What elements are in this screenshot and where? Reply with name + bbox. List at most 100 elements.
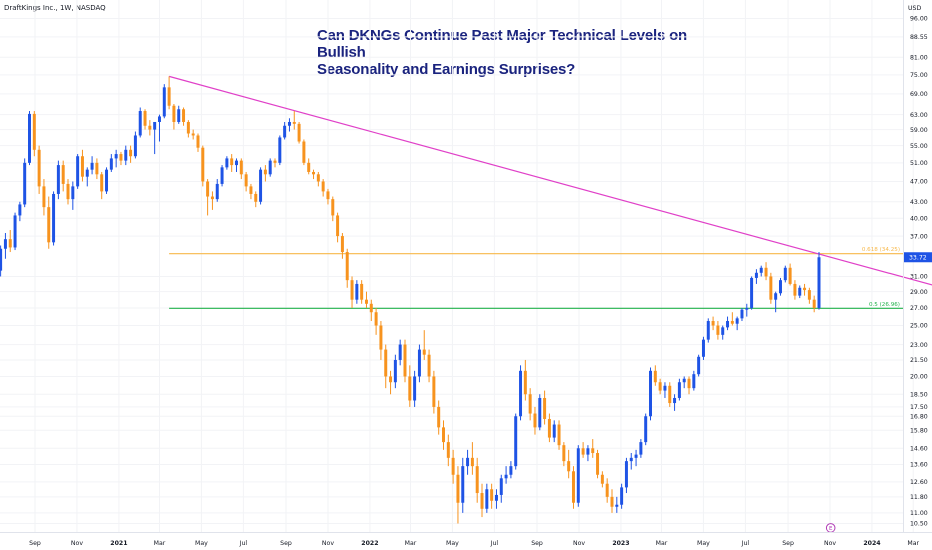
candle[interactable] <box>321 179 325 197</box>
candle[interactable] <box>634 449 638 467</box>
candle[interactable] <box>369 299 373 322</box>
candle[interactable] <box>697 354 701 377</box>
candle[interactable] <box>114 149 118 168</box>
candle[interactable] <box>13 212 17 251</box>
candle[interactable] <box>340 233 344 259</box>
candle[interactable] <box>485 483 489 513</box>
candle[interactable] <box>673 394 677 411</box>
candle[interactable] <box>66 179 70 205</box>
candle[interactable] <box>8 229 12 253</box>
candle[interactable] <box>798 285 802 299</box>
candle[interactable] <box>523 359 527 401</box>
candle[interactable] <box>668 382 672 407</box>
candle[interactable] <box>76 154 80 189</box>
candle[interactable] <box>18 201 22 222</box>
candle[interactable] <box>263 165 267 182</box>
candle[interactable] <box>100 171 104 200</box>
candle[interactable] <box>427 349 431 383</box>
candle[interactable] <box>249 183 253 200</box>
candle[interactable] <box>287 118 291 132</box>
candle[interactable] <box>129 145 133 163</box>
candle[interactable] <box>254 191 258 208</box>
candle[interactable] <box>547 413 551 443</box>
candle[interactable] <box>230 154 234 172</box>
candle[interactable] <box>610 489 614 513</box>
candle[interactable] <box>803 283 807 296</box>
candle[interactable] <box>629 453 633 470</box>
candle[interactable] <box>345 248 349 288</box>
candle[interactable] <box>793 280 797 300</box>
candle[interactable] <box>153 121 157 155</box>
candle[interactable] <box>490 483 494 509</box>
candle[interactable] <box>624 457 628 494</box>
candle[interactable] <box>32 111 36 157</box>
candle[interactable] <box>225 156 229 170</box>
candle[interactable] <box>764 262 768 281</box>
candle[interactable] <box>451 449 455 484</box>
candle[interactable] <box>316 171 320 187</box>
candle[interactable] <box>716 321 720 340</box>
candle[interactable] <box>509 461 513 479</box>
candle[interactable] <box>23 158 27 208</box>
candle[interactable] <box>119 151 123 166</box>
candle[interactable] <box>312 169 316 180</box>
candle[interactable] <box>769 272 773 304</box>
time-axis[interactable]: Sep Nov 2021 Mar May Jul Sep Nov 2022 Mar May Jul Se… <box>0 532 932 548</box>
candle[interactable] <box>210 191 214 210</box>
candle[interactable] <box>172 104 176 130</box>
candle[interactable] <box>730 312 734 326</box>
candle[interactable] <box>162 84 166 119</box>
candle[interactable] <box>283 121 287 140</box>
candle[interactable] <box>393 354 397 389</box>
candle[interactable] <box>364 291 368 308</box>
candle[interactable] <box>466 449 470 475</box>
candle[interactable] <box>475 457 479 503</box>
candle[interactable] <box>499 474 503 503</box>
candle[interactable] <box>143 109 147 130</box>
candle[interactable] <box>591 439 595 458</box>
candle[interactable] <box>80 149 84 182</box>
candle[interactable] <box>701 336 705 360</box>
candle[interactable] <box>273 158 277 168</box>
candle[interactable] <box>745 303 749 317</box>
candle[interactable] <box>61 160 65 192</box>
candle[interactable] <box>177 105 181 124</box>
candle[interactable] <box>571 466 575 509</box>
candle[interactable] <box>133 131 137 159</box>
candle[interactable] <box>759 265 763 277</box>
candle[interactable] <box>649 367 652 421</box>
candle[interactable] <box>783 265 787 283</box>
candle[interactable] <box>235 158 238 172</box>
candle[interactable] <box>95 158 99 180</box>
candle[interactable] <box>480 483 484 518</box>
candle[interactable] <box>186 120 190 138</box>
candle[interactable] <box>644 413 648 446</box>
candle[interactable] <box>148 120 152 136</box>
candle[interactable] <box>307 158 311 175</box>
candle[interactable] <box>692 370 696 391</box>
candle[interactable] <box>215 179 219 202</box>
candle[interactable] <box>157 114 161 142</box>
candle[interactable] <box>432 370 436 414</box>
candle[interactable] <box>350 276 354 308</box>
candle[interactable] <box>167 76 171 110</box>
candle[interactable] <box>567 449 571 479</box>
candle[interactable] <box>706 318 710 343</box>
candle[interactable] <box>615 496 619 513</box>
candle[interactable] <box>735 316 739 331</box>
candle[interactable] <box>543 390 547 425</box>
candle[interactable] <box>28 111 31 166</box>
candle[interactable] <box>191 129 195 140</box>
candle[interactable] <box>740 307 744 322</box>
candle[interactable] <box>774 291 778 313</box>
candle[interactable] <box>244 171 248 192</box>
candle[interactable] <box>220 165 224 187</box>
candle[interactable] <box>586 445 590 462</box>
candle[interactable] <box>778 277 782 296</box>
candle[interactable] <box>557 420 561 450</box>
candle[interactable] <box>52 191 56 246</box>
candle[interactable] <box>605 478 609 503</box>
price-axis[interactable]: USD 96.00 88.55 81.00 75.00 69.00 63.00 59.00 5… <box>903 0 932 532</box>
candle[interactable] <box>268 158 272 177</box>
candle[interactable] <box>446 434 450 467</box>
